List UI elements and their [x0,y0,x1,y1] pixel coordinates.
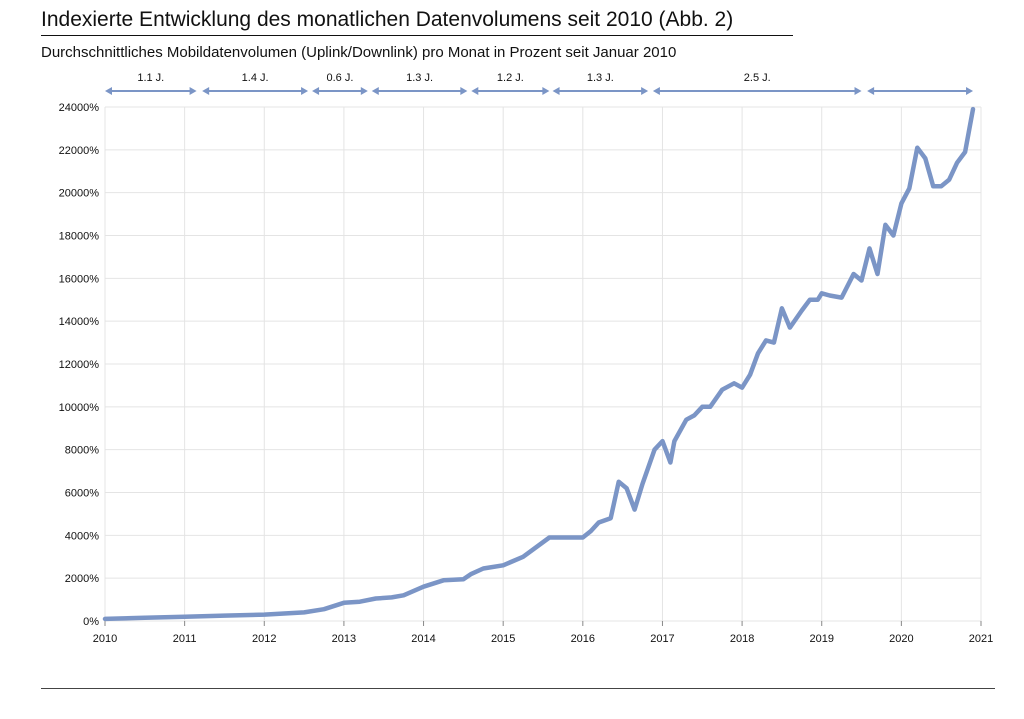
x-tick-label: 2021 [969,633,993,645]
y-tick-label: 0% [83,616,99,628]
interval-arrowhead-left [552,87,560,95]
y-tick-label: 14000% [59,316,100,328]
interval-label: 0.6 J. [326,72,353,84]
interval-arrowhead-right [966,87,974,95]
y-tick-label: 24000% [59,102,100,114]
x-tick-label: 2014 [411,633,435,645]
doubling-interval [867,87,974,95]
doubling-interval: 1.3 J. [371,72,468,95]
y-tick-label: 6000% [65,488,99,500]
x-tick-label: 2016 [571,633,595,645]
x-tick-label: 2020 [889,633,913,645]
x-tick-label: 2017 [650,633,674,645]
x-tick-label: 2018 [730,633,754,645]
y-tick-label: 10000% [59,402,100,414]
interval-arrowhead-left [371,87,379,95]
interval-label: 1.2 J. [497,72,524,84]
interval-label: 1.4 J. [242,72,269,84]
x-tick-label: 2012 [252,633,276,645]
doubling-interval: 2.5 J. [652,72,862,95]
line-chart: 0% 2000% 4000% 6000% 8000% 10000% 12000% 14000%… [59,72,994,645]
interval-label: 1.1 J. [137,72,164,84]
interval-label: 2.5 J. [744,72,771,84]
doubling-interval: 1.3 J. [552,72,649,95]
interval-arrowhead-right [854,87,862,95]
interval-arrowhead-right [360,87,368,95]
x-tick-label: 2013 [332,633,356,645]
doubling-interval: 1.2 J. [471,72,550,95]
y-tick-label: 22000% [59,145,100,157]
chart-title: Indexierte Entwicklung des monatlichen D… [41,8,734,31]
doubling-interval: 1.1 J. [105,72,197,95]
y-tick-label: 16000% [59,273,100,285]
chart-subtitle: Durchschnittliches Mobildatenvolumen (Up… [41,44,677,61]
interval-arrowhead-right [460,87,468,95]
interval-arrowhead-left [202,87,210,95]
interval-label: 1.3 J. [406,72,433,84]
x-tick-label: 2015 [491,633,515,645]
title-underline [41,35,793,36]
doubling-interval: 0.6 J. [312,72,368,95]
interval-label: 1.3 J. [587,72,614,84]
interval-arrowhead-left [867,87,875,95]
y-tick-label: 8000% [65,445,99,457]
interval-arrowhead-left [652,87,660,95]
y-tick-label: 12000% [59,359,100,371]
y-tick-label: 4000% [65,530,99,542]
x-tick-label: 2019 [809,633,833,645]
y-tick-label: 20000% [59,188,100,200]
doubling-interval: 1.4 J. [202,72,309,95]
y-tick-label: 2000% [65,573,99,585]
interval-arrowhead-left [105,87,112,95]
chart-area: 0% 2000% 4000% 6000% 8000% 10000% 12000% 14000%… [0,60,1024,660]
footer-rule [41,688,995,689]
interval-arrowhead-left [471,87,479,95]
interval-arrowhead-left [312,87,320,95]
y-tick-label: 18000% [59,231,100,243]
interval-arrowhead-right [641,87,649,95]
x-tick-label: 2010 [93,633,117,645]
interval-arrowhead-right [542,87,550,95]
series-line [102,106,976,622]
interval-arrowhead-right [189,87,197,95]
interval-arrowhead-right [301,87,309,95]
x-tick-label: 2011 [173,633,197,645]
